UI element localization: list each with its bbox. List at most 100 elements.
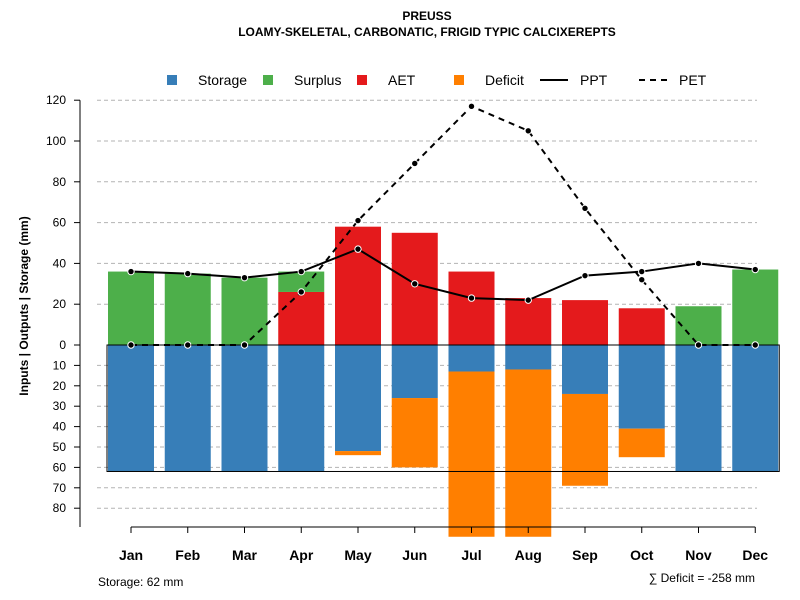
x-tick-label-feb: Feb	[175, 547, 200, 563]
point-pet-apr	[297, 288, 305, 296]
chart-title: PREUSS	[402, 9, 451, 23]
y-tick-label: 100	[46, 134, 66, 148]
point-ppt-dec	[751, 265, 759, 274]
bar-storage-dec	[732, 345, 779, 472]
point-pet-aug	[524, 127, 532, 135]
point-ppt-nov	[694, 259, 703, 268]
x-axis: Jan Feb Mar Apr May Jun Jul Aug Sep Oct Nov Dec	[119, 526, 768, 563]
legend-label-pet: PET	[679, 72, 707, 88]
y-tick-label: 20	[53, 379, 67, 393]
point-pet-nov	[694, 341, 703, 349]
legend-label-aet: AET	[388, 72, 416, 88]
y-tick-label: 120	[46, 93, 66, 107]
y-tick-label: 80	[53, 175, 67, 189]
bar-storage-apr	[278, 345, 325, 472]
bar-storage-oct	[618, 345, 665, 429]
bar-deficit-jul	[448, 371, 495, 537]
bar-surplus-dec	[732, 269, 779, 345]
storage-capacity-outline	[106, 344, 780, 472]
point-pet-jan	[127, 341, 135, 349]
point-ppt-may	[354, 245, 362, 253]
x-tick-label-mar: Mar	[232, 547, 257, 563]
deficit-total-note: ∑ Deficit = -258 mm	[649, 571, 755, 585]
point-ppt-oct	[638, 267, 646, 276]
y-tick-label: 40	[53, 256, 67, 270]
x-tick-label-jun: Jun	[402, 547, 427, 563]
point-ppt-apr	[297, 267, 305, 276]
bar-aet-aug	[505, 298, 552, 345]
point-pet-jun	[411, 159, 419, 168]
line-pet	[131, 105, 756, 346]
point-ppt-jan	[127, 267, 135, 276]
point-ppt-aug	[524, 296, 532, 304]
y-tick-label: 30	[53, 399, 67, 413]
legend-swatch-surplus	[263, 75, 273, 85]
point-ppt-feb	[184, 269, 192, 278]
bar-storage-sep	[562, 345, 608, 394]
storage-note: Storage: 62 mm	[98, 575, 183, 589]
y-tick-label: 70	[53, 481, 67, 495]
y-tick-label: 20	[53, 297, 67, 311]
legend-label-ppt: PPT	[580, 72, 608, 88]
bar-storage-nov	[675, 345, 722, 472]
bar-deficit-sep	[562, 393, 608, 486]
bar-storage-jul	[448, 345, 495, 372]
bar-deficit-jun	[391, 398, 438, 468]
x-tick-label-may: May	[344, 547, 371, 563]
legend-swatch-storage	[167, 75, 177, 85]
x-tick-label-jul: Jul	[461, 547, 481, 563]
storage-capacity-box	[106, 344, 780, 472]
point-ppt-sep	[581, 271, 589, 280]
point-ppt-jun	[411, 280, 419, 288]
legend: Storage Surplus AET Deficit PPT PET	[167, 72, 707, 88]
x-tick-label-nov: Nov	[685, 547, 712, 563]
y-tick-label: 40	[53, 420, 67, 434]
legend-swatch-aet	[357, 75, 367, 85]
y-tick-label: 0	[59, 338, 66, 352]
x-tick-label-sep: Sep	[572, 547, 598, 563]
x-tick-label-jan: Jan	[119, 547, 143, 563]
point-pet-may	[354, 216, 362, 225]
x-tick-label-dec: Dec	[742, 547, 768, 563]
legend-label-storage: Storage	[198, 72, 247, 88]
y-tick-label: 50	[53, 440, 67, 454]
chart-subtitle: LOAMY-SKELETAL, CARBONATIC, FRIGID TYPIC…	[238, 25, 616, 39]
y-tick-label: 80	[53, 501, 67, 515]
line-ppt	[130, 248, 756, 302]
bar-storage-mar	[221, 345, 268, 472]
y-tick-label: 60	[53, 460, 67, 474]
point-ppt-mar	[240, 273, 249, 282]
bar-storage-feb	[164, 345, 211, 472]
y-tick-label: 10	[53, 358, 67, 372]
x-tick-label-apr: Apr	[289, 547, 314, 563]
bar-storage-may	[335, 345, 381, 452]
bar-aet-oct	[618, 308, 665, 345]
point-pet-dec	[751, 341, 759, 349]
point-pet-feb	[184, 341, 192, 349]
bar-aet-sep	[562, 300, 608, 345]
bar-aet-may	[335, 226, 381, 345]
x-tick-label-aug: Aug	[515, 547, 542, 563]
bar-surplus-feb	[164, 273, 211, 345]
bar-deficit-may	[335, 451, 381, 456]
bars	[108, 226, 779, 537]
bar-surplus-jan	[108, 271, 154, 345]
y-axis-label: Inputs | Outputs | Storage (mm)	[17, 216, 31, 395]
point-pet-sep	[581, 204, 589, 213]
bar-deficit-oct	[618, 428, 665, 458]
legend-label-surplus: Surplus	[294, 72, 341, 88]
point-ppt-jul	[467, 294, 476, 302]
bar-storage-jun	[391, 345, 438, 399]
bar-storage-aug	[505, 345, 552, 370]
legend-label-deficit: Deficit	[485, 72, 524, 88]
bar-aet-apr	[278, 291, 325, 345]
x-tick-label-oct: Oct	[630, 547, 654, 563]
bar-deficit-aug	[505, 369, 552, 537]
series-lines	[127, 102, 759, 349]
bar-aet-jun	[391, 232, 438, 345]
bar-aet-jul	[448, 271, 495, 345]
point-pet-mar	[240, 341, 249, 349]
bar-surplus-nov	[675, 306, 722, 345]
legend-swatch-deficit	[454, 75, 464, 85]
